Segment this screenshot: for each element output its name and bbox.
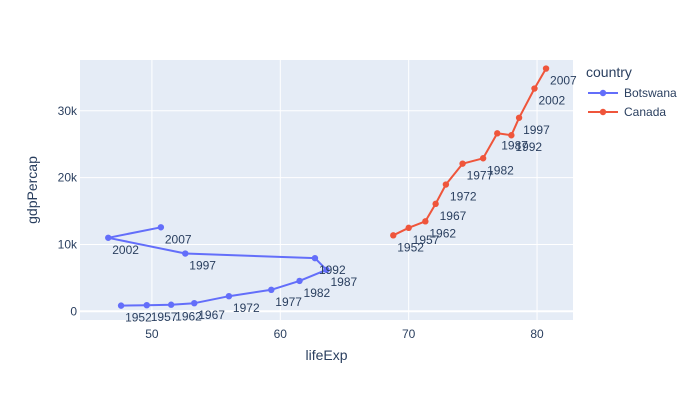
- botswana-point[interactable]: [296, 277, 303, 285]
- botswana-point-label: 1982: [304, 286, 331, 300]
- canada-point-label: 1972: [450, 190, 477, 204]
- grid-lines: [80, 60, 573, 320]
- botswana-point[interactable]: [191, 299, 198, 307]
- y-axis-title: gdpPercap: [24, 156, 40, 224]
- canada-point[interactable]: [390, 232, 397, 239]
- canada-point[interactable]: [405, 224, 412, 232]
- botswana-point-label: 1972: [233, 301, 260, 315]
- canada-point-label: 1992: [515, 140, 542, 154]
- x-axis-title: lifeExp: [305, 347, 347, 363]
- canada-point-label: 1957: [413, 233, 440, 247]
- canada-point-label: 1952: [397, 240, 424, 254]
- y-tick-label: 10k: [58, 237, 78, 251]
- canada-point-label: 1967: [440, 209, 467, 223]
- x-tick-label: 60: [274, 327, 288, 341]
- legend-label: Canada: [624, 105, 666, 119]
- canada-point-label: 1987: [501, 138, 528, 152]
- botswana-point[interactable]: [105, 234, 112, 241]
- botswana-point-label: 2007: [165, 232, 192, 246]
- botswana-point-label: 1967: [198, 308, 225, 322]
- botswana-point-label: 1987: [331, 275, 358, 289]
- canada-point[interactable]: [442, 181, 450, 188]
- botswana-point-label: 1977: [275, 295, 302, 309]
- botswana-point-label: 1952: [125, 311, 152, 325]
- legend-item-canada[interactable]: Canada: [588, 105, 666, 119]
- botswana-point-label: 1997: [189, 259, 216, 273]
- canada-point-label: 2007: [550, 74, 577, 88]
- series-canada: [390, 65, 550, 239]
- botswana-point-label: 1992: [319, 263, 346, 277]
- canada-point-label: 1962: [429, 226, 456, 240]
- botswana-point-label: 1957: [151, 310, 178, 324]
- canada-point[interactable]: [432, 200, 439, 208]
- plot-background: [80, 60, 573, 320]
- botswana-point-label: 1962: [175, 310, 202, 324]
- botswana-point[interactable]: [311, 254, 319, 262]
- legend[interactable]: country Botswana Canada: [586, 64, 677, 119]
- y-tick-label: 30k: [58, 104, 78, 118]
- botswana-point[interactable]: [268, 286, 275, 294]
- legend-swatch-marker: [599, 108, 607, 116]
- legend-title: country: [586, 64, 632, 80]
- canada-point-label: 1977: [467, 169, 494, 183]
- canada-point[interactable]: [531, 85, 538, 92]
- series-botswana: [105, 224, 330, 309]
- botswana-point-label: 2002: [112, 243, 139, 257]
- axes: 50 60 70 80 0 10k 20k 30k lifeExp gdpPercap: [24, 104, 544, 363]
- botswana-line: [107, 226, 328, 307]
- y-tick-label: 20k: [58, 171, 78, 185]
- legend-label: Botswana: [624, 86, 677, 100]
- x-tick-label: 50: [145, 327, 159, 341]
- canada-point[interactable]: [422, 218, 429, 225]
- canada-point[interactable]: [542, 65, 550, 72]
- legend-item-botswana[interactable]: Botswana: [588, 86, 677, 100]
- canada-point[interactable]: [479, 155, 487, 162]
- botswana-point[interactable]: [182, 250, 189, 257]
- series-layer: [105, 65, 550, 309]
- canada-point-label: 1997: [523, 123, 550, 137]
- canada-point-label: 2002: [538, 94, 565, 108]
- botswana-point[interactable]: [157, 224, 165, 231]
- canada-point-label: 1982: [487, 163, 514, 177]
- botswana-point[interactable]: [143, 301, 150, 309]
- x-tick-label: 80: [530, 327, 544, 341]
- botswana-point[interactable]: [225, 292, 233, 300]
- y-tick-label: 0: [70, 304, 77, 318]
- botswana-point[interactable]: [167, 301, 175, 308]
- botswana-point[interactable]: [117, 302, 125, 309]
- canada-point[interactable]: [515, 114, 523, 121]
- canada-point[interactable]: [508, 132, 515, 139]
- x-tick-label: 70: [402, 327, 416, 341]
- canada-point[interactable]: [494, 130, 501, 137]
- legend-swatch-marker: [599, 89, 607, 97]
- botswana-point[interactable]: [323, 266, 330, 274]
- canada-point[interactable]: [459, 160, 466, 167]
